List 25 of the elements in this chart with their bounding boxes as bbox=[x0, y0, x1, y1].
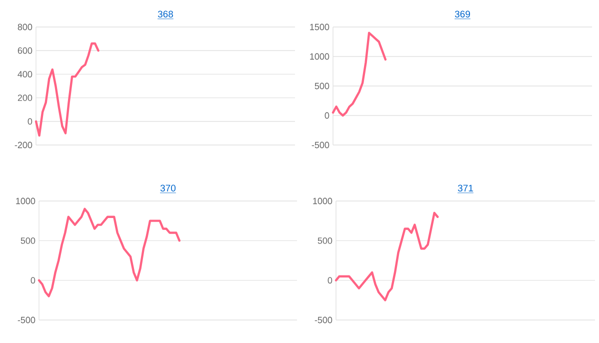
line-series bbox=[34, 42, 100, 137]
chart-title: 370 bbox=[160, 184, 176, 192]
y-tick-label: 600 bbox=[18, 47, 32, 54]
y-tick-label: 500 bbox=[20, 237, 36, 244]
y-tick-label: 200 bbox=[18, 94, 32, 101]
y-tick-label: 0 bbox=[324, 112, 330, 119]
y-tick-label: -500 bbox=[18, 316, 36, 324]
chart-title: 371 bbox=[458, 184, 473, 192]
line-series bbox=[332, 32, 387, 117]
y-tick-label: 400 bbox=[18, 71, 32, 78]
y-tick-label: -500 bbox=[312, 142, 330, 148]
y-tick-label: 800 bbox=[18, 24, 32, 30]
y-tick-label: 500 bbox=[314, 82, 330, 90]
y-tick-label: 1000 bbox=[313, 198, 332, 204]
y-tick-label: 1000 bbox=[310, 53, 330, 60]
chart-title: 369 bbox=[454, 10, 470, 18]
y-tick-label: -200 bbox=[14, 142, 32, 148]
y-tick-label: 500 bbox=[318, 237, 332, 244]
y-tick-label: 0 bbox=[30, 277, 36, 284]
y-tick-label: 0 bbox=[328, 277, 332, 284]
chart-title: 368 bbox=[158, 10, 174, 18]
y-tick-label: -500 bbox=[314, 316, 332, 324]
y-tick-label: 1000 bbox=[16, 198, 36, 204]
y-tick-label: 0 bbox=[28, 118, 32, 125]
y-tick-label: 1500 bbox=[310, 24, 330, 30]
